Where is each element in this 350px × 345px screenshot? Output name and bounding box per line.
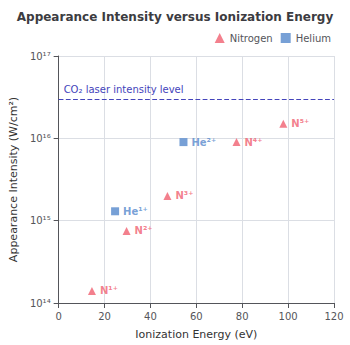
- svg-text:20: 20: [98, 311, 111, 322]
- svg-text:10¹⁴: 10¹⁴: [30, 298, 51, 309]
- svg-text:Appearance Intensity (W/cm²): Appearance Intensity (W/cm²): [7, 97, 20, 262]
- svg-text:N²⁺: N²⁺: [135, 225, 153, 236]
- svg-text:Appearance Intensity versus Io: Appearance Intensity versus Ionization E…: [17, 10, 334, 24]
- svg-text:10¹⁷: 10¹⁷: [30, 51, 51, 62]
- svg-text:40: 40: [144, 311, 157, 322]
- svg-text:N⁴⁺: N⁴⁺: [244, 137, 262, 148]
- svg-text:Nitrogen: Nitrogen: [230, 33, 273, 44]
- svg-text:10¹⁶: 10¹⁶: [30, 133, 51, 144]
- svg-text:Helium: Helium: [296, 33, 331, 44]
- svg-text:He¹⁺: He¹⁺: [123, 206, 148, 217]
- svg-text:80: 80: [236, 311, 249, 322]
- svg-text:He²⁺: He²⁺: [191, 137, 216, 148]
- svg-text:Ionization Energy (eV): Ionization Energy (eV): [135, 328, 257, 341]
- svg-text:60: 60: [190, 311, 203, 322]
- svg-text:10¹⁵: 10¹⁵: [30, 215, 51, 226]
- svg-text:100: 100: [279, 311, 298, 322]
- svg-text:0: 0: [55, 311, 61, 322]
- svg-text:N¹⁺: N¹⁺: [100, 285, 118, 296]
- svg-text:N³⁺: N³⁺: [175, 190, 193, 201]
- svg-text:120: 120: [324, 311, 343, 322]
- svg-text:N⁵⁺: N⁵⁺: [291, 118, 309, 129]
- svg-text:CO₂ laser intensity level: CO₂ laser intensity level: [64, 84, 184, 95]
